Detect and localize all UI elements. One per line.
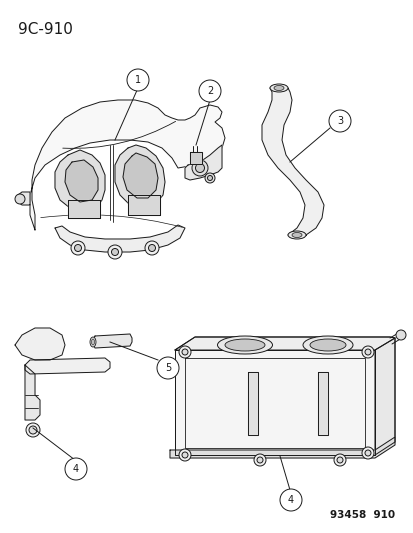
Circle shape xyxy=(364,450,370,456)
Circle shape xyxy=(15,194,25,204)
Polygon shape xyxy=(261,88,323,235)
Ellipse shape xyxy=(302,336,352,354)
Ellipse shape xyxy=(91,339,94,345)
Circle shape xyxy=(192,160,207,176)
Text: 2: 2 xyxy=(206,86,213,96)
Circle shape xyxy=(361,346,373,358)
Polygon shape xyxy=(190,152,202,164)
Ellipse shape xyxy=(291,232,301,238)
Polygon shape xyxy=(18,192,30,205)
Circle shape xyxy=(127,69,149,91)
Text: 93458  910: 93458 910 xyxy=(329,510,394,520)
Polygon shape xyxy=(55,225,185,252)
Text: 4: 4 xyxy=(73,464,79,474)
Polygon shape xyxy=(25,358,110,374)
Polygon shape xyxy=(25,365,40,420)
Circle shape xyxy=(361,447,373,459)
Circle shape xyxy=(336,457,342,463)
Polygon shape xyxy=(374,338,394,455)
Polygon shape xyxy=(30,100,224,230)
Polygon shape xyxy=(317,372,327,435)
Polygon shape xyxy=(15,328,65,360)
Circle shape xyxy=(395,330,405,340)
Circle shape xyxy=(71,241,85,255)
Circle shape xyxy=(111,248,118,255)
Circle shape xyxy=(204,173,214,183)
Polygon shape xyxy=(65,160,98,202)
Ellipse shape xyxy=(287,231,305,239)
Polygon shape xyxy=(185,145,221,180)
Ellipse shape xyxy=(217,336,272,354)
Ellipse shape xyxy=(224,339,264,351)
Polygon shape xyxy=(128,195,159,215)
Circle shape xyxy=(74,245,81,252)
Circle shape xyxy=(145,241,159,255)
Circle shape xyxy=(182,452,188,458)
Circle shape xyxy=(26,423,40,437)
Polygon shape xyxy=(123,153,158,198)
Circle shape xyxy=(333,454,345,466)
Text: 9C-910: 9C-910 xyxy=(18,22,73,37)
Circle shape xyxy=(364,349,370,355)
Circle shape xyxy=(178,346,190,358)
Circle shape xyxy=(199,80,221,102)
Circle shape xyxy=(195,164,204,173)
Polygon shape xyxy=(175,350,374,455)
Circle shape xyxy=(256,457,262,463)
Circle shape xyxy=(254,454,266,466)
Polygon shape xyxy=(93,334,132,348)
Circle shape xyxy=(279,489,301,511)
Ellipse shape xyxy=(309,339,345,351)
Polygon shape xyxy=(247,372,257,435)
Circle shape xyxy=(207,175,212,181)
Text: 1: 1 xyxy=(135,75,141,85)
Circle shape xyxy=(182,349,188,355)
Polygon shape xyxy=(55,150,105,212)
Circle shape xyxy=(148,245,155,252)
Ellipse shape xyxy=(269,84,287,92)
Circle shape xyxy=(157,357,178,379)
Text: 3: 3 xyxy=(336,116,342,126)
Polygon shape xyxy=(115,145,165,208)
Polygon shape xyxy=(68,200,100,218)
Ellipse shape xyxy=(90,337,96,347)
Polygon shape xyxy=(170,437,394,458)
Polygon shape xyxy=(175,337,394,350)
Text: 5: 5 xyxy=(164,363,171,373)
Circle shape xyxy=(108,245,122,259)
Circle shape xyxy=(65,458,87,480)
Text: 4: 4 xyxy=(287,495,293,505)
Circle shape xyxy=(29,426,37,434)
Circle shape xyxy=(328,110,350,132)
Ellipse shape xyxy=(273,85,283,91)
Circle shape xyxy=(178,449,190,461)
